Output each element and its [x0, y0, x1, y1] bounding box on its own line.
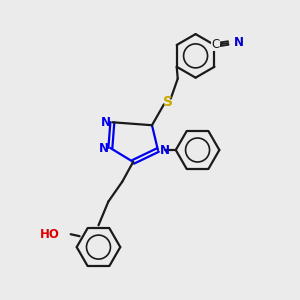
Text: N: N [234, 37, 244, 50]
Text: S: S [163, 95, 173, 110]
Text: HO: HO [40, 228, 60, 241]
Text: N: N [100, 116, 110, 129]
Text: N: N [160, 143, 170, 157]
Text: N: N [98, 142, 108, 154]
Text: C: C [211, 38, 220, 52]
